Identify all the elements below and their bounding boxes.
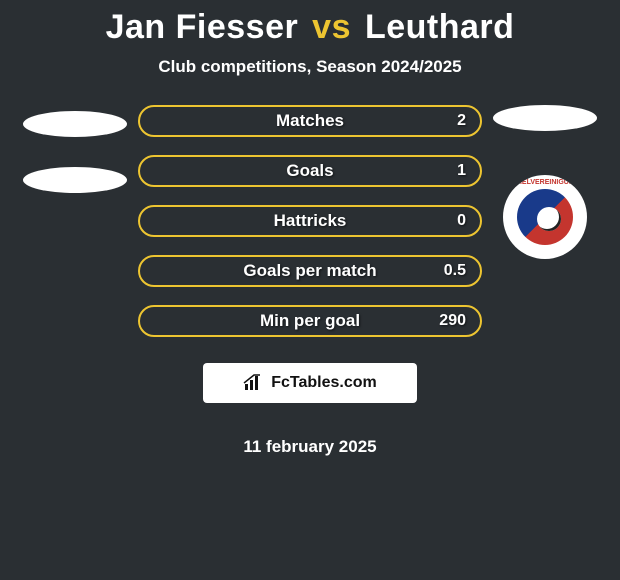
stat-row-goals: Goals 1 bbox=[138, 155, 482, 187]
player1-name: Jan Fiesser bbox=[106, 8, 299, 46]
player2-club-crest: SPIELVEREINIGUNG bbox=[503, 175, 587, 259]
player2-name: Leuthard bbox=[365, 8, 514, 46]
soccer-ball-icon bbox=[537, 207, 561, 231]
stat-row-gpm: Goals per match 0.5 bbox=[138, 255, 482, 287]
stat-label: Matches bbox=[276, 111, 344, 131]
left-column bbox=[15, 105, 135, 193]
stat-row-matches: Matches 2 bbox=[138, 105, 482, 137]
page-title: Jan Fiesser vs Leuthard bbox=[106, 8, 515, 47]
stat-value: 1 bbox=[457, 162, 466, 180]
brand-box[interactable]: FcTables.com bbox=[203, 363, 417, 403]
crest-ring-text: SPIELVEREINIGUNG bbox=[503, 179, 587, 186]
stat-label: Hattricks bbox=[274, 211, 347, 231]
bar-chart-icon bbox=[243, 374, 265, 392]
date-label: 11 february 2025 bbox=[243, 437, 376, 457]
stat-label: Goals bbox=[286, 161, 333, 181]
stat-value: 290 bbox=[439, 312, 466, 330]
comparison-card: Jan Fiesser vs Leuthard Club competition… bbox=[0, 0, 620, 580]
vs-label: vs bbox=[312, 8, 351, 46]
stat-label: Goals per match bbox=[243, 261, 376, 281]
player1-avatar-placeholder bbox=[23, 111, 127, 137]
stat-label: Min per goal bbox=[260, 311, 360, 331]
stat-value: 0.5 bbox=[444, 262, 466, 280]
stat-row-mpg: Min per goal 290 bbox=[138, 305, 482, 337]
stat-row-hattricks: Hattricks 0 bbox=[138, 205, 482, 237]
right-column: SPIELVEREINIGUNG bbox=[485, 105, 605, 259]
player1-club-placeholder bbox=[23, 167, 127, 193]
stats-column: Matches 2 Goals 1 Hattricks 0 Goals per … bbox=[135, 105, 485, 457]
player2-avatar-placeholder bbox=[493, 105, 597, 131]
body-row: Matches 2 Goals 1 Hattricks 0 Goals per … bbox=[0, 105, 620, 457]
subtitle: Club competitions, Season 2024/2025 bbox=[158, 57, 461, 77]
brand-text: FcTables.com bbox=[271, 374, 377, 392]
stat-value: 2 bbox=[457, 112, 466, 130]
stat-value: 0 bbox=[457, 212, 466, 230]
crest-inner bbox=[517, 189, 573, 245]
